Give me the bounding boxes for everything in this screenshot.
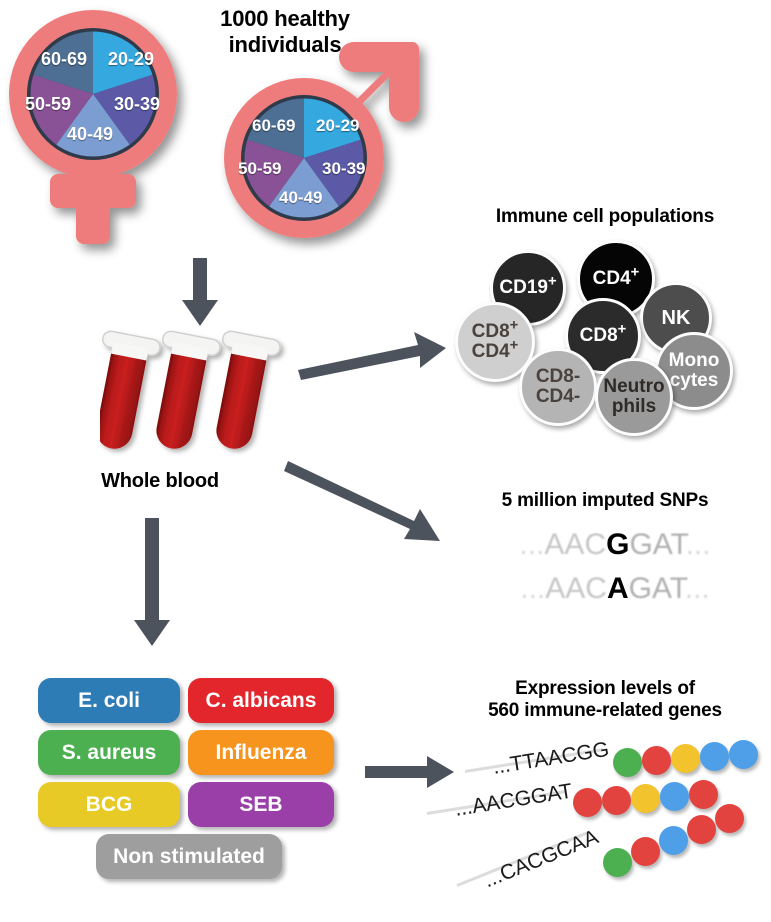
strand-bead: [689, 780, 718, 809]
arrow-blood-to-stimuli: [130, 518, 174, 646]
snp-sequences: ...AACGGAT... ...AACAGAT...: [470, 528, 760, 624]
stimulus-label: Non stimulated: [113, 844, 265, 868]
cohort-title: 1000 healthy individuals: [180, 6, 390, 57]
stimulus-e-coli[interactable]: E. coli: [38, 678, 180, 723]
strand-bead: [631, 784, 660, 813]
snp-left-1: AAC: [545, 572, 607, 605]
snp-prefix-1: ...: [520, 572, 546, 605]
snp-variant-1: A: [606, 572, 629, 605]
immune-cell-label: Neutro phils: [603, 376, 665, 417]
snp-suffix-1: ...: [684, 572, 710, 605]
pie-label-60-69: 60-69: [41, 49, 88, 69]
stimulus-label: C. albicans: [205, 688, 317, 712]
strand-bead: [659, 826, 688, 855]
pie-label-male-50-59: 50-59: [238, 159, 282, 178]
stimuli-group: E. coli C. albicans S. aureus Influenza BCG S…: [38, 678, 338, 898]
strand-bead: [700, 742, 729, 771]
strand-bead: [603, 848, 632, 877]
snp-variant-0: G: [606, 528, 630, 561]
arrow-blood-to-snp: [284, 459, 448, 545]
immune-cell-label: Mono cytes: [668, 350, 720, 391]
pie-label-male-40-49: 40-49: [279, 188, 323, 207]
snp-title: 5 million imputed SNPs: [501, 490, 709, 511]
strand-bead: [642, 746, 671, 775]
snp-sequence-row: ...AACGGAT...: [470, 528, 760, 562]
female-gender-symbol: 20-29 30-39 40-49 50-59 60-69: [0, 4, 208, 254]
strand-bead: [613, 748, 642, 777]
cohort-title-line2: individuals: [228, 31, 342, 57]
arrow-blood-to-immune: [296, 330, 448, 380]
stimulus-label: E. coli: [78, 688, 140, 712]
immune-cell-label: CD8- CD4-: [535, 366, 581, 407]
pie-label-male-60-69: 60-69: [252, 116, 296, 135]
blood-tube-icon: [96, 330, 290, 470]
stimulus-label: BCG: [85, 792, 133, 816]
strand-bead: [573, 788, 602, 817]
snp-right-0: GAT: [629, 528, 686, 561]
arrow-cohort-to-blood: [178, 258, 222, 326]
strand-bead: [660, 782, 689, 811]
snp-left-0: AAC: [544, 528, 607, 561]
stimulus-bcg[interactable]: BCG: [38, 782, 180, 827]
stimulus-s-aureus[interactable]: S. aureus: [38, 730, 180, 775]
whole-blood-label: Whole blood: [101, 470, 219, 492]
pie-label-40-49: 40-49: [67, 124, 114, 144]
stimulus-label: Influenza: [215, 740, 307, 764]
stimulus-c-albicans[interactable]: C. albicans: [188, 678, 334, 723]
snp-right-1: GAT: [628, 572, 685, 605]
immune-cell-label: CD8+: [579, 321, 627, 347]
stimulus-non-stimulated[interactable]: Non stimulated: [96, 834, 282, 879]
expression-title-line2: 560 immune-related genes: [488, 700, 722, 722]
expression-title: Expression levels of 560 immune-related …: [440, 678, 770, 722]
stimulus-label: SEB: [239, 792, 283, 816]
snp-suffix-0: ...: [685, 528, 711, 561]
immune-cell-neutrophils[interactable]: Neutro phils: [595, 358, 673, 436]
immune-cell-label: NK: [661, 306, 691, 329]
snp-sequence-row: ...AACAGAT...: [470, 572, 760, 606]
strand-bead: [687, 815, 716, 844]
immune-cell-label: CD8+ CD4+: [471, 317, 519, 362]
expression-title-line1: Expression levels of: [515, 678, 695, 699]
strand-bead: [715, 804, 744, 833]
male-gender-symbol: 20-29 30-39 40-49 50-59 60-69: [198, 28, 428, 258]
immune-cell-cd8-cd4[interactable]: CD8+ CD4+: [455, 302, 535, 382]
snp-prefix-0: ...: [519, 528, 545, 561]
strand-sequence: ...CACGCAA: [480, 825, 602, 893]
stimulus-seb[interactable]: SEB: [188, 782, 334, 827]
stimulus-label: S. aureus: [61, 740, 157, 764]
pie-label-30-39: 30-39: [114, 94, 161, 114]
immune-cell-label: CD4+: [592, 264, 640, 290]
pie-label-male-30-39: 30-39: [322, 159, 366, 178]
gene-strands: ...TTAACGG ...AACGGAT ...CACGCAA: [426, 737, 771, 918]
pie-label-20-29: 20-29: [108, 49, 155, 69]
strand-bead: [729, 740, 758, 769]
cohort-title-line1: 1000 healthy: [220, 6, 350, 31]
pie-label-50-59: 50-59: [25, 94, 72, 114]
arrow-stimuli-to-expression: [365, 755, 455, 789]
strand-bead: [671, 744, 700, 773]
immune-cell-label: CD19+: [499, 273, 557, 299]
strand-sequence: ...TTAACGG: [491, 737, 611, 779]
strand-bead: [602, 786, 631, 815]
stimulus-influenza[interactable]: Influenza: [188, 730, 334, 775]
immune-cell-cluster: CD19+ CD4+ NK CD8+ CD4+ CD8+ Mono cytes CD8- CD4-…: [455, 240, 755, 436]
strand-sequence: ...AACGGAT: [453, 779, 574, 821]
immune-title: Immune cell populations: [495, 206, 715, 227]
immune-cell-cd8-cd4[interactable]: CD8- CD4-: [519, 348, 597, 426]
strand-bead: [631, 837, 660, 866]
pie-label-male-20-29: 20-29: [316, 116, 360, 135]
